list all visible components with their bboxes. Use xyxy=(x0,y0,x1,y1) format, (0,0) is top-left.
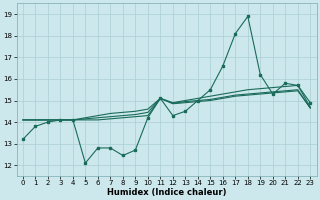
X-axis label: Humidex (Indice chaleur): Humidex (Indice chaleur) xyxy=(107,188,226,197)
